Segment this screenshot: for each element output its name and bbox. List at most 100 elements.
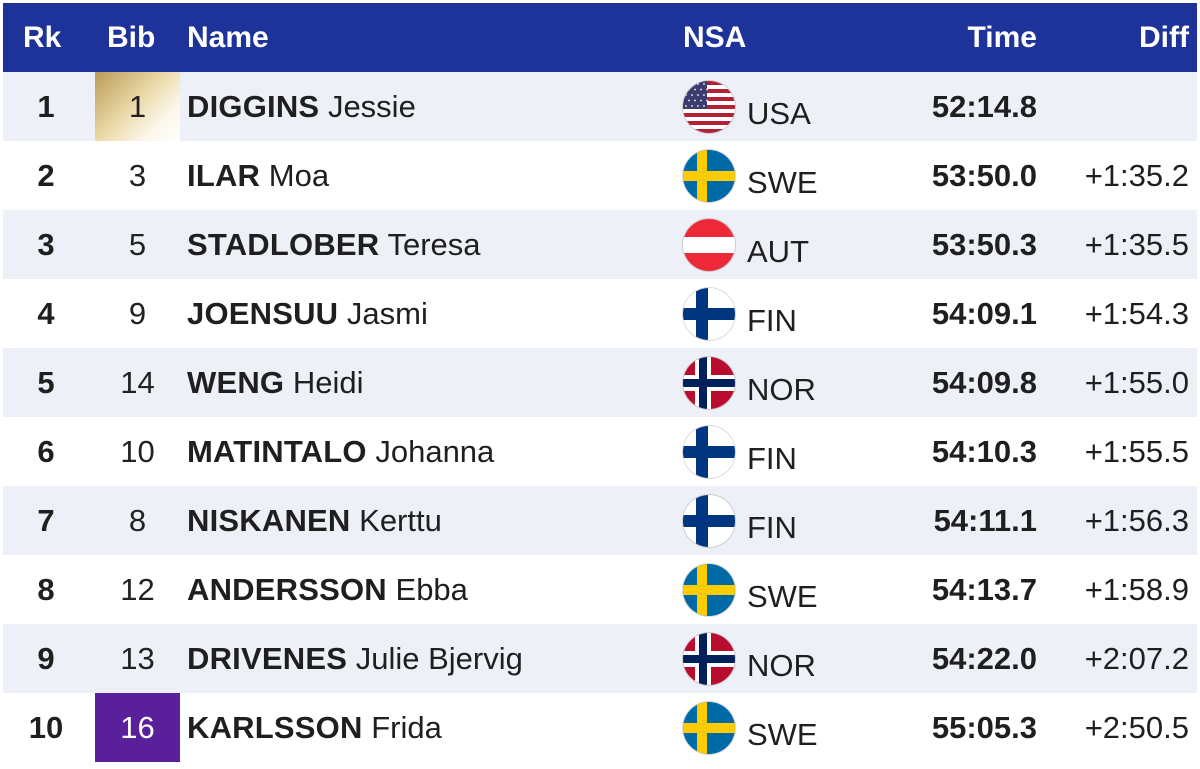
athlete-name[interactable]: MATINTALO Johanna [187,417,494,486]
nsa-code: SWE [747,717,818,752]
finland-flag-icon [683,495,735,547]
norway-flag-icon [683,633,735,685]
sweden-flag-icon [683,702,735,754]
time-cell: 54:13.7 [931,572,1037,607]
bib-cell: 12 [120,572,155,607]
table-row-7[interactable]: 7 8 NISKANEN Kerttu FIN 54:11.1 +1:56.3 [3,486,1197,555]
athlete-last-name: ILAR [187,158,261,193]
athlete-last-name: KARLSSON [187,710,363,745]
bib-cell: 5 [128,227,147,262]
athlete-first-name: Teresa [387,227,481,262]
athlete-first-name: Johanna [375,434,495,469]
table-row-9[interactable]: 9 13 DRIVENES Julie Bjervig NOR 54:22.0 … [3,624,1197,693]
bib-cell: 1 [95,72,180,141]
table-row-8[interactable]: 8 12 ANDERSSON Ebba SWE 54:13.7 +1:58.9 [3,555,1197,624]
nsa-code: FIN [747,441,797,476]
rank-cell: 9 [37,641,55,676]
athlete-name[interactable]: WENG Heidi [187,348,364,417]
rank-cell: 8 [37,572,55,607]
table-row-3[interactable]: 3 5 STADLOBER Teresa AUT 53:50.3 +1:35.5 [3,210,1197,279]
header-time[interactable]: Time [967,21,1037,54]
header-nsa[interactable]: NSA [683,21,747,54]
table-row-2[interactable]: 2 3 ILAR Moa SWE 53:50.0 +1:35.2 [3,141,1197,210]
header-diff[interactable]: Diff [1139,21,1189,54]
usa-flag-icon [683,81,735,133]
athlete-name[interactable]: ILAR Moa [187,141,329,210]
nsa-code: NOR [747,372,816,407]
diff-cell: +1:56.3 [1084,503,1189,538]
time-cell: 54:11.1 [933,503,1037,538]
diff-cell: +1:58.9 [1084,572,1189,607]
bib-cell: 16 [95,693,180,762]
results-body: 1 1 DIGGINS Jessie USA 52:14.8 2 3 ILAR … [3,72,1197,762]
athlete-first-name: Kerttu [359,503,442,538]
athlete-first-name: Julie Bjervig [355,641,523,676]
diff-cell: +1:55.0 [1084,365,1189,400]
diff-cell: +1:35.5 [1084,227,1189,262]
athlete-first-name: Jessie [327,89,416,124]
bib-cell: 10 [120,434,155,469]
rank-cell: 10 [28,710,64,745]
athlete-last-name: WENG [187,365,285,400]
athlete-last-name: STADLOBER [187,227,380,262]
athlete-first-name: Moa [268,158,330,193]
diff-cell: +1:54.3 [1084,296,1189,331]
table-row-10[interactable]: 10 16 KARLSSON Frida SWE 55:05.3 +2:50.5 [3,693,1197,762]
table-row-5[interactable]: 5 14 WENG Heidi NOR 54:09.8 +1:55.0 [3,348,1197,417]
athlete-name[interactable]: STADLOBER Teresa [187,210,481,279]
diff-cell: +2:07.2 [1084,641,1189,676]
header-bib[interactable]: Bib [107,21,156,54]
nsa-code: SWE [747,165,818,200]
athlete-first-name: Jasmi [346,296,428,331]
rank-cell: 1 [37,89,55,124]
table-row-4[interactable]: 4 9 JOENSUU Jasmi FIN 54:09.1 +1:54.3 [3,279,1197,348]
athlete-name[interactable]: JOENSUU Jasmi [187,279,428,348]
bib-cell: 14 [120,365,155,400]
athlete-first-name: Ebba [395,572,468,607]
athlete-first-name: Heidi [292,365,364,400]
bib-cell: 3 [128,158,147,193]
results-table: Rk Bib Name NSA Time Diff 1 1 DIGGINS Je… [3,3,1197,762]
bib-cell: 9 [128,296,147,331]
time-cell: 53:50.3 [931,227,1037,262]
time-cell: 54:10.3 [931,434,1037,469]
norway-flag-icon [683,357,735,409]
time-cell: 54:22.0 [931,641,1037,676]
athlete-last-name: DRIVENES [187,641,348,676]
table-row-6[interactable]: 6 10 MATINTALO Johanna FIN 54:10.3 +1:55… [3,417,1197,486]
rank-cell: 4 [37,296,55,331]
header-rank[interactable]: Rk [23,21,62,54]
rank-cell: 5 [37,365,55,400]
nsa-code: USA [747,96,811,131]
nsa-code: AUT [747,234,809,269]
table-row-1[interactable]: 1 1 DIGGINS Jessie USA 52:14.8 [3,72,1197,141]
athlete-name[interactable]: KARLSSON Frida [187,693,442,762]
austria-flag-icon [683,219,735,271]
finland-flag-icon [683,426,735,478]
time-cell: 55:05.3 [931,710,1037,745]
header-name[interactable]: Name [187,21,269,54]
rank-cell: 3 [37,227,55,262]
bib-cell: 13 [120,641,155,676]
athlete-name[interactable]: DIGGINS Jessie [187,72,416,141]
rank-cell: 2 [37,158,55,193]
diff-cell: +1:55.5 [1084,434,1189,469]
nsa-code: FIN [747,303,797,338]
athlete-name[interactable]: DRIVENES Julie Bjervig [187,624,523,693]
time-cell: 52:14.8 [931,89,1037,124]
athlete-name[interactable]: NISKANEN Kerttu [187,486,442,555]
table-header: Rk Bib Name NSA Time Diff [3,3,1197,72]
finland-flag-icon [683,288,735,340]
athlete-last-name: NISKANEN [187,503,351,538]
time-cell: 53:50.0 [931,158,1037,193]
time-cell: 54:09.1 [931,296,1037,331]
athlete-last-name: MATINTALO [187,434,367,469]
rank-cell: 6 [37,434,55,469]
nsa-code: FIN [747,510,797,545]
athlete-last-name: ANDERSSON [187,572,387,607]
athlete-first-name: Frida [371,710,442,745]
bib-cell: 8 [128,503,147,538]
sweden-flag-icon [683,564,735,616]
athlete-last-name: DIGGINS [187,89,320,124]
athlete-name[interactable]: ANDERSSON Ebba [187,555,468,624]
